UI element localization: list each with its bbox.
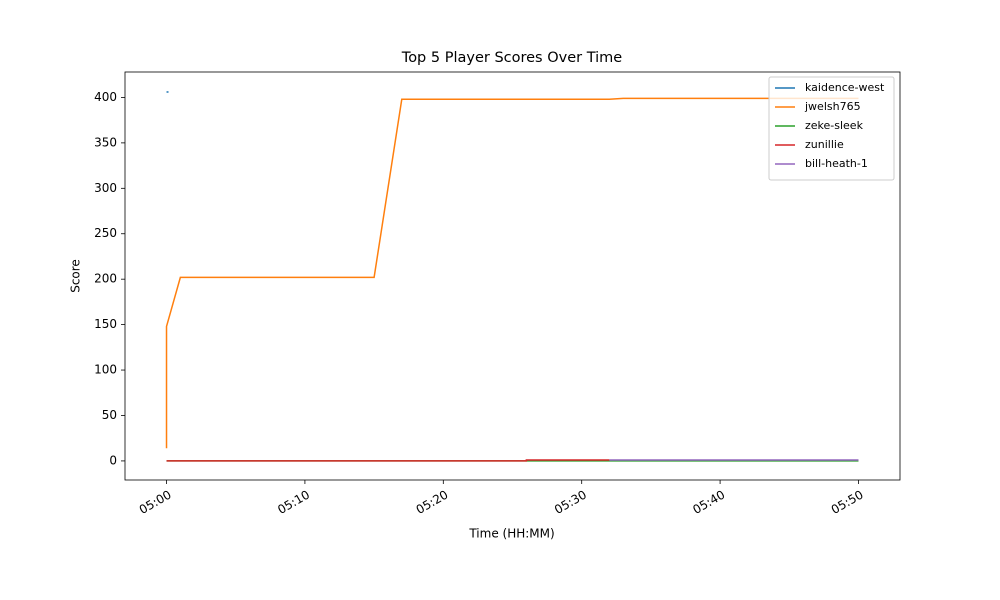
x-tick-label: 05:40 — [690, 488, 727, 517]
legend-box — [768, 76, 895, 181]
x-tick-label: 05:30 — [552, 488, 589, 517]
legend-label: zunillie — [805, 138, 844, 151]
y-tick-label: 0 — [109, 453, 117, 467]
x-tick-label: 05:10 — [275, 488, 312, 517]
legend: kaidence-west jwelsh765 zeke-sleek zunillie… — [768, 76, 895, 181]
x-axis-label: Time (HH:MM) — [468, 527, 554, 541]
y-tick-label: 50 — [102, 408, 117, 422]
legend-label: bill-heath-1 — [805, 157, 868, 170]
x-tick-label: 05:50 — [829, 488, 866, 517]
series-line — [166, 459, 610, 462]
y-tick-label: 250 — [94, 226, 117, 240]
legend-label: zeke-sleek — [805, 119, 864, 132]
y-tick-label: 300 — [94, 181, 117, 195]
plot-frame — [124, 71, 901, 481]
legend-label: jwelsh765 — [804, 100, 861, 113]
series-line — [165, 97, 859, 449]
chart-title: Top 5 Player Scores Over Time — [401, 50, 622, 66]
y-tick-label: 350 — [94, 135, 117, 149]
y-tick-label: 200 — [94, 272, 117, 286]
y-axis-label: Score — [69, 259, 83, 293]
y-tick-label: 150 — [94, 317, 117, 331]
legend-label: kaidence-west — [805, 81, 885, 94]
y-tick-label: 400 — [94, 90, 117, 104]
x-tick-label: 05:20 — [414, 488, 451, 517]
x-tick-label: 05:00 — [137, 488, 174, 517]
y-tick-label: 100 — [94, 363, 117, 377]
